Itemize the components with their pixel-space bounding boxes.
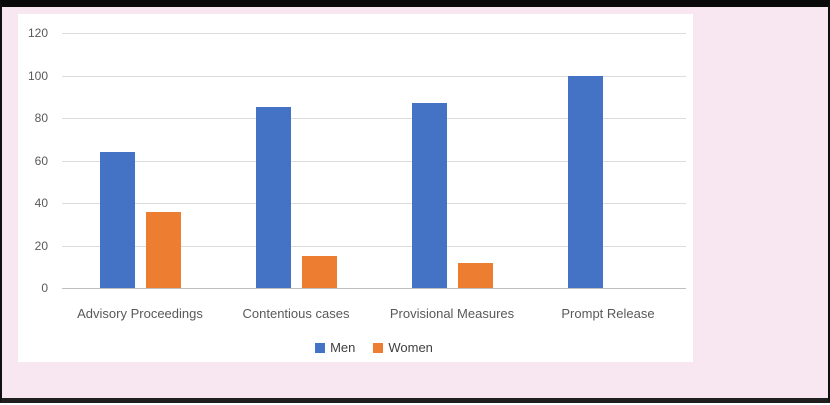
plot-area	[62, 33, 686, 288]
bar-men-advisory-proceedings	[99, 152, 135, 288]
legend-label-women: Women	[388, 340, 433, 355]
gridline-y-20	[62, 245, 686, 247]
gridline-y-40	[62, 203, 686, 204]
women-series-swatch	[373, 342, 384, 353]
bar-men-contentious-cases	[255, 107, 291, 288]
y-tick-label-80: 80	[34, 111, 48, 125]
x-label-advisory-proceedings: Advisory Proceedings	[77, 306, 203, 321]
bar-men-prompt-release	[567, 75, 603, 288]
gridline-y-0	[62, 288, 686, 289]
y-tick-label-100: 100	[27, 68, 48, 83]
bar-group-provisional-measures	[374, 33, 530, 288]
gridline-y-120	[62, 33, 686, 34]
bar-women-advisory-proceedings	[145, 211, 181, 288]
y-tick-label-60: 60	[34, 153, 48, 168]
gridline-y-80	[62, 118, 686, 119]
legend: Men Women	[62, 340, 686, 355]
legend-item-men: Men	[315, 340, 355, 355]
x-label-contentious-cases: Contentious cases	[242, 306, 350, 321]
bar-group-prompt-release	[530, 33, 686, 288]
x-label-prompt-release: Prompt Release	[561, 306, 655, 321]
x-label-provisional-measures: Provisional Measures	[389, 306, 515, 321]
men-series-swatch	[315, 342, 326, 353]
bar-women-contentious-cases	[301, 256, 337, 288]
bar-group-contentious-cases	[218, 33, 374, 288]
x-axis-category-labels: Advisory Proceedings Contentious cases Pro…	[62, 306, 686, 321]
y-tick-label-40: 40	[34, 196, 48, 210]
bar-men-provisional-measures	[411, 103, 447, 288]
y-tick-label-0: 0	[41, 281, 48, 295]
bar-group-advisory-proceedings	[62, 33, 218, 288]
legend-item-women: Women	[373, 340, 433, 355]
legend-label-men: Men	[330, 340, 356, 355]
bar-women-provisional-measures	[457, 262, 493, 288]
y-tick-label-120: 120	[27, 26, 48, 40]
gridline-y-100	[62, 75, 686, 77]
bar-chart: 0 20 40 60 80 100 120 Advisory Proceedings Cont…	[18, 14, 693, 362]
gridline-y-60	[62, 160, 686, 162]
y-tick-label-20: 20	[34, 238, 48, 253]
